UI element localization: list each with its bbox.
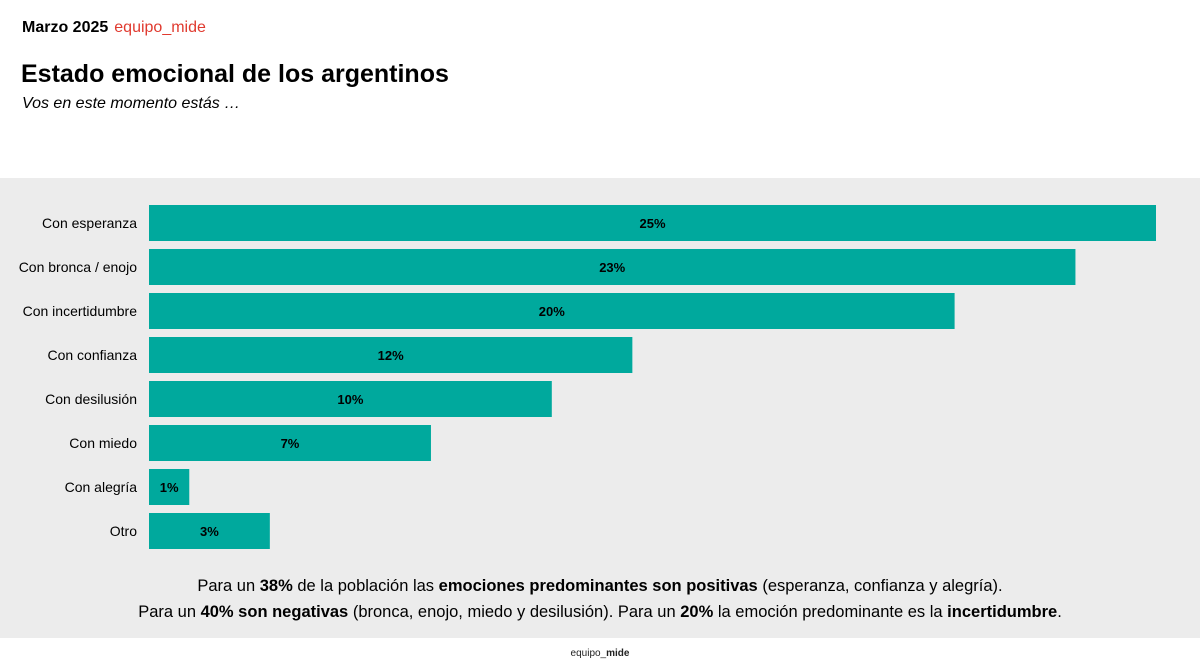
data-label: 12% [378,348,404,363]
logo-part: equipo_ [570,648,607,659]
note-segment: (bronca, enojo, miedo y desilusión). Par… [348,603,681,621]
data-label: 20% [539,304,565,319]
chart-subtitle: Vos en este momento estás … [22,95,241,112]
note-segment: (esperanza, confianza y alegría). [757,577,1003,595]
data-label: 3% [200,524,219,539]
data-label: 10% [337,392,363,407]
bar [149,513,270,549]
note-segment: incertidumbre [947,603,1058,621]
summary-line-2: Para un 40% son negativas (bronca, enojo… [0,603,1200,622]
header: Marzo 2025 equipo_mide [22,19,206,37]
note-segment: 20% [680,603,714,621]
category-label: Con esperanza [42,215,137,231]
note-segment: 40% son negativas [200,603,349,621]
brand: equipo_mide [114,19,206,36]
note-segment: de la población las [292,577,439,595]
data-label: 25% [639,216,665,231]
note-segment: Para un [138,603,201,621]
bar [149,205,1156,241]
category-label: Con incertidumbre [23,303,138,319]
note-segment: la emoción predominante es la [713,603,948,621]
category-label: Con alegría [65,479,138,495]
category-label: Con confianza [47,347,137,363]
bar [149,469,190,505]
date: Marzo 2025 [22,19,109,36]
category-label: Con miedo [69,435,137,451]
note-segment: Para un [197,577,260,595]
footer-logo: equipo_mide [0,648,1200,659]
category-label: Con desilusión [45,391,137,407]
note-segment: . [1057,603,1062,621]
category-label: Con bronca / enojo [19,259,138,275]
data-label: 23% [599,260,625,275]
note-segment: 38% [259,577,293,595]
bar [149,425,431,461]
chart-title: Estado emocional de los argentinos [21,60,449,88]
bar [149,249,1076,285]
data-label: 1% [160,480,179,495]
bar [149,293,955,329]
bar [149,337,633,373]
bar [149,381,552,417]
category-label: Otro [110,523,137,539]
logo-part-bold: mide [606,648,630,659]
data-label: 7% [281,436,300,451]
note-segment: emociones predominantes son positivas [438,577,758,595]
summary-line-1: Para un 38% de la población las emocione… [0,577,1200,596]
